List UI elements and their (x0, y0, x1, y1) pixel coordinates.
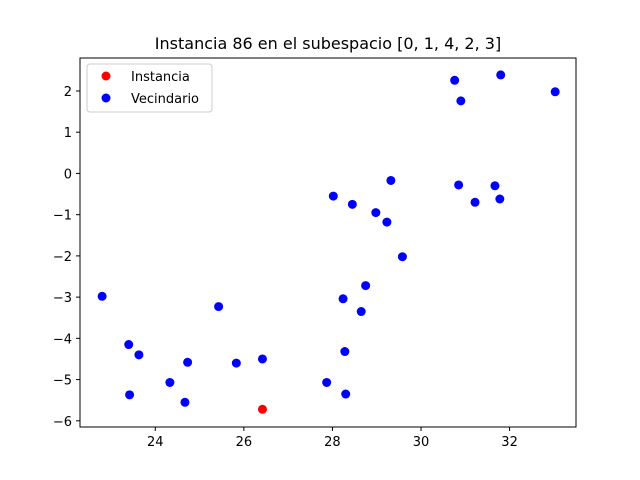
data-point (340, 347, 350, 357)
data-point (124, 340, 134, 350)
x-tick-label: 30 (413, 435, 430, 450)
x-tick-label: 32 (501, 435, 518, 450)
data-point (550, 87, 560, 97)
data-point (183, 357, 193, 367)
data-point (470, 197, 480, 207)
data-point (328, 191, 338, 201)
y-tick-label: −4 (53, 332, 72, 347)
data-point (125, 390, 135, 400)
points-layer (97, 70, 560, 414)
x-tick-label: 24 (147, 435, 164, 450)
data-point (456, 96, 466, 106)
plot-area (79, 57, 577, 428)
y-tick-label: −2 (53, 250, 72, 265)
data-point (356, 307, 366, 317)
data-point (257, 404, 267, 414)
data-point (338, 294, 348, 304)
y-tick-label: 0 (64, 167, 72, 182)
data-point (97, 291, 107, 301)
data-point (165, 377, 175, 387)
y-tick-label: −5 (53, 374, 72, 389)
legend-marker (101, 71, 111, 81)
chart-title: Instancia 86 en el subespacio [0, 1, 4, … (155, 34, 501, 53)
x-tick-label: 28 (324, 435, 341, 450)
data-point (257, 354, 267, 364)
legend-label: Instancia (131, 70, 190, 85)
axes-frame (79, 57, 577, 428)
data-point (386, 175, 396, 185)
data-point (231, 358, 241, 368)
data-point (134, 350, 144, 360)
data-point (361, 281, 371, 291)
ticks-layer: 24 26 28 30 32 −6 −5 −4 −3 −2 −1 0 1 2 (53, 85, 518, 450)
data-point (180, 397, 190, 407)
y-tick-label: 2 (64, 85, 72, 100)
data-point (371, 208, 381, 218)
data-point (214, 302, 224, 312)
data-point (341, 389, 351, 399)
y-tick-label: −1 (53, 209, 72, 224)
y-tick-label: −3 (53, 291, 72, 306)
data-point (347, 199, 357, 209)
data-point (450, 75, 460, 85)
x-tick-label: 26 (236, 435, 253, 450)
data-point (322, 377, 332, 387)
legend: Instancia Vecindario (86, 63, 213, 113)
legend-marker (101, 93, 111, 103)
data-point (397, 252, 407, 262)
legend-label: Vecindario (131, 92, 199, 107)
data-point (454, 180, 464, 190)
data-point (495, 194, 505, 204)
y-tick-label: 1 (64, 126, 72, 141)
data-point (490, 181, 500, 191)
data-point (496, 70, 506, 80)
data-point (382, 217, 392, 227)
y-tick-label: −6 (53, 415, 72, 430)
legend-box (86, 63, 213, 113)
